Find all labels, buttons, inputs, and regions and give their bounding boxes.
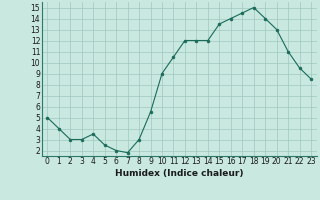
X-axis label: Humidex (Indice chaleur): Humidex (Indice chaleur) xyxy=(115,169,244,178)
